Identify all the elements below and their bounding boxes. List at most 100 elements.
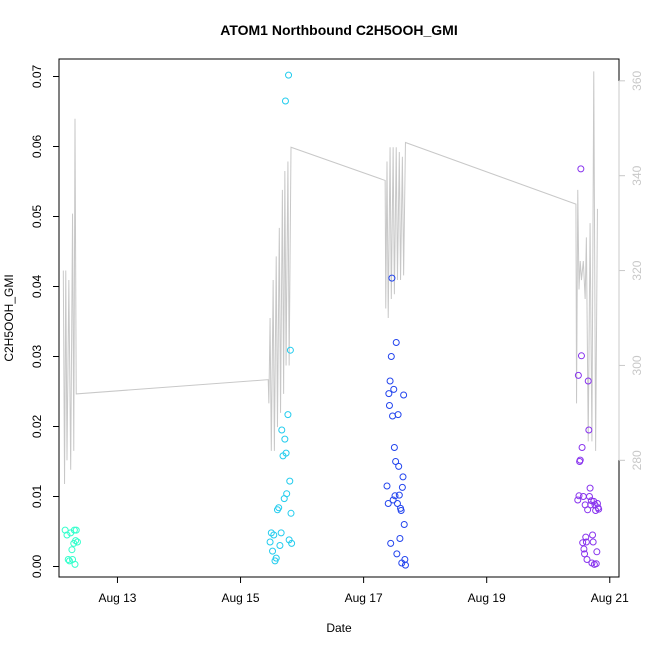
y-axis: 0.00 0.01 0.02 0.03 0.04 0.05 0.06 0.07 [30,64,60,578]
data-point [396,535,404,542]
x-axis-label: Date [326,621,352,635]
data-point [401,561,409,569]
data-point [577,165,585,173]
data-point [272,554,280,562]
x-tick-label: Aug 13 [98,591,136,605]
data-point [388,274,396,282]
data-point [288,539,296,547]
data-point [590,497,598,505]
data-point [389,412,397,420]
data-point [575,492,583,500]
y-tick-label: 0.04 [30,274,44,298]
y-axis-label: C2H5OOH_GMI [2,274,16,361]
data-point [584,506,592,514]
y-tick-label: 0.00 [30,554,44,578]
data-point [68,546,76,554]
y-tick-label: 0.03 [30,344,44,368]
data-point [281,435,289,443]
data-point [398,483,406,491]
data-point [586,484,594,492]
data-point [385,390,393,398]
data-point [71,560,79,568]
y-tick-label: 0.05 [30,204,44,228]
y2-axis: 280 300 320 340 360 [618,70,644,470]
y-tick-label: 0.02 [30,414,44,438]
data-point [282,449,290,457]
data-point [270,531,278,539]
data-point [589,531,597,539]
data-point [391,492,399,500]
data-point [393,550,401,558]
x-tick-label: Aug 19 [468,591,506,605]
data-point [390,385,398,393]
data-point [275,504,283,512]
data-point [576,456,584,464]
data-point [589,538,597,546]
data-point [578,444,586,451]
data-point [383,482,391,490]
chart-title: ATOM1 Northbound C2H5OOH_GMI [220,22,457,38]
x-tick-label: Aug 21 [591,591,629,605]
data-point [385,402,393,409]
data-point [400,391,408,399]
y2-tick-label: 280 [630,450,644,470]
data-point [284,411,292,419]
data-point [64,556,72,563]
data-point [285,536,293,544]
data-point [585,493,593,500]
data-point [266,538,274,546]
data-point [582,538,590,546]
data-point [283,490,291,498]
x-tick-label: Aug 17 [345,591,383,605]
data-point [395,462,403,470]
data-point [286,346,294,354]
data-point [584,377,592,385]
data-point [387,539,395,547]
data-point [593,548,601,556]
data-point [592,560,600,568]
altitude-line-layer [62,71,598,485]
data-point [393,500,401,507]
data-point [63,531,71,539]
data-point [276,542,284,549]
data-point [287,509,295,517]
data-point [397,507,405,514]
data-point [389,496,397,504]
data-point [585,426,593,434]
data-point [73,538,81,546]
data-point [277,529,285,537]
plot-frame [58,58,620,578]
data-point [285,71,293,79]
data-point [582,533,590,541]
data-point [269,547,277,555]
data-point [583,556,591,563]
data-point [579,493,587,500]
data-point [395,491,403,499]
data-point [574,496,582,504]
y2-tick-label: 300 [630,355,644,375]
data-point [392,458,400,465]
data-point [577,352,585,360]
data-point [394,411,402,419]
data-point [399,473,407,481]
y-tick-label: 0.01 [30,484,44,508]
data-point [581,550,589,558]
data-point [580,545,588,553]
data-point [574,371,582,379]
data-point [278,426,286,434]
data-point [387,353,395,360]
data-point [595,505,603,513]
data-point [281,97,289,105]
data-point [286,477,294,485]
altitude-line [62,71,598,485]
y-tick-label: 0.06 [30,134,44,158]
x-tick-label: Aug 15 [222,591,260,605]
data-point [384,500,392,507]
data-point [390,444,398,451]
y2-tick-label: 340 [630,165,644,185]
data-point [72,526,80,534]
y2-tick-label: 360 [630,70,644,90]
y2-tick-label: 320 [630,260,644,280]
x-axis: Aug 13 Aug 15 Aug 17 Aug 19 Aug 21 [98,576,629,605]
